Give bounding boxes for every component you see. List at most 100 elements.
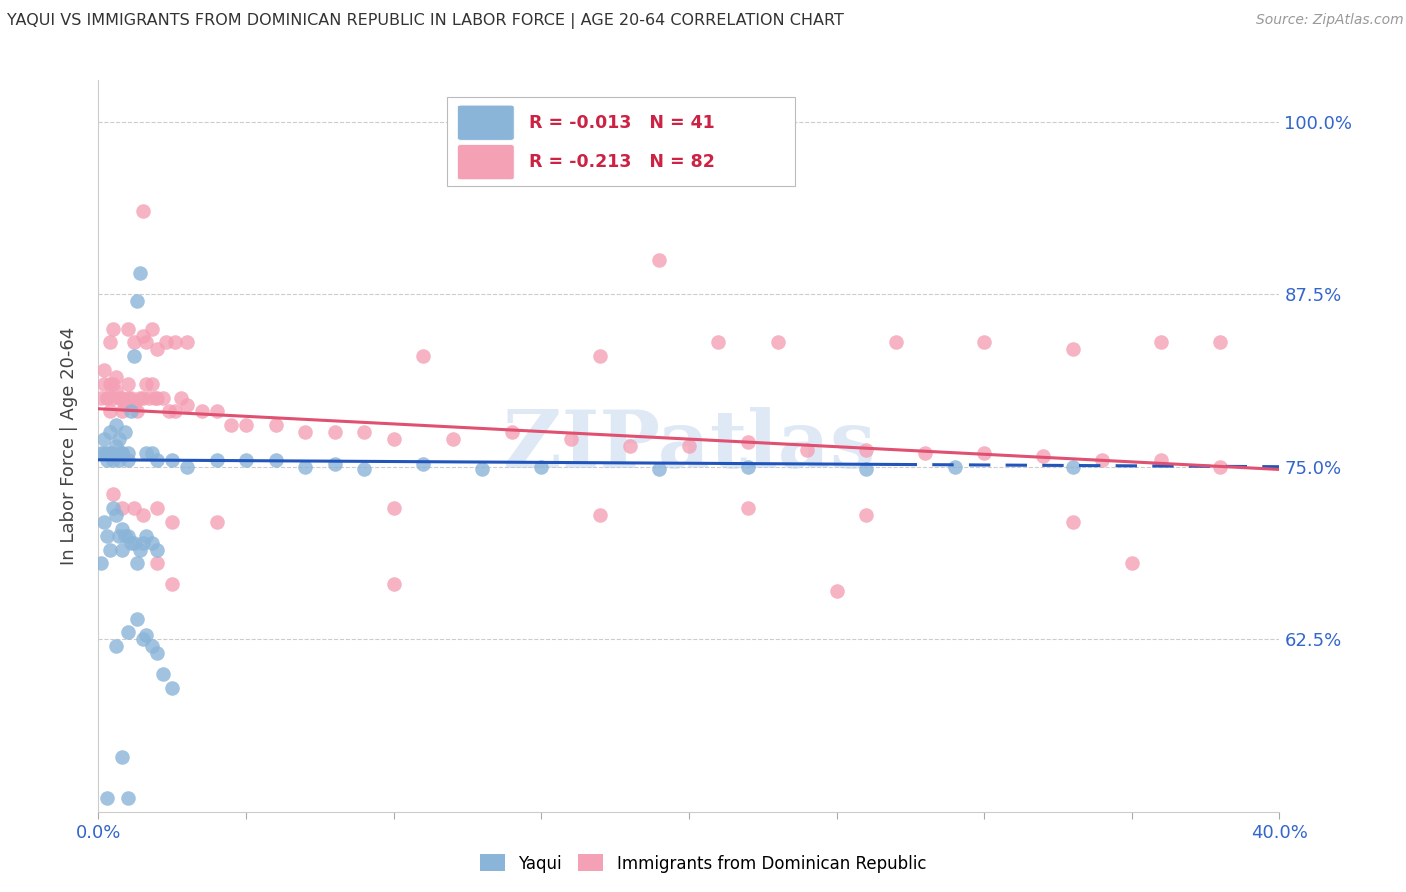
Point [176,335,198,350]
Point [93,376,115,391]
Point [117,376,139,391]
Point [1062,343,1084,357]
Point [141,376,163,391]
Point [90,446,112,460]
Point [205,515,228,529]
Point [98,335,121,350]
Point [323,457,346,471]
Point [98,446,121,460]
Point [382,577,405,591]
Point [382,432,405,446]
Point [648,252,671,267]
Point [96,391,118,405]
Point [98,542,121,557]
Point [125,294,148,309]
Point [103,321,125,335]
FancyBboxPatch shape [457,105,515,140]
Point [157,404,180,418]
Point [105,370,128,384]
Point [122,335,145,350]
Point [382,501,405,516]
Point [825,583,848,598]
Point [146,557,169,571]
Point [141,321,163,335]
Point [135,446,157,460]
Point [114,425,136,440]
Point [98,425,121,440]
Point [141,446,163,460]
Point [1209,335,1232,350]
Point [205,452,228,467]
Point [90,391,112,405]
Point [111,446,134,460]
Point [1150,452,1173,467]
Point [619,439,641,453]
Point [96,791,118,805]
Point [530,459,553,474]
Point [589,349,612,363]
Point [132,535,155,549]
Point [855,443,877,458]
Point [111,404,134,418]
Point [1032,449,1054,463]
Point [353,425,375,440]
Point [648,462,671,476]
Point [737,459,759,474]
Point [146,542,169,557]
Point [117,625,139,640]
Point [294,425,316,440]
Point [353,462,375,476]
Text: YAQUI VS IMMIGRANTS FROM DOMINICAN REPUBLIC IN LABOR FORCE | AGE 20-64 CORRELATI: YAQUI VS IMMIGRANTS FROM DOMINICAN REPUB… [7,13,844,29]
Point [111,446,134,460]
Point [103,391,125,405]
Point [114,398,136,412]
Point [111,522,134,536]
Point [1062,515,1084,529]
Point [108,452,131,467]
Point [128,267,150,281]
Point [162,681,183,695]
Point [146,343,169,357]
Point [914,446,936,460]
Point [122,398,145,412]
Point [122,349,145,363]
Point [796,443,818,458]
Y-axis label: In Labor Force | Age 20-64: In Labor Force | Age 20-64 [59,326,77,566]
Point [120,404,142,418]
Point [96,452,118,467]
Point [146,452,169,467]
Point [1121,557,1143,571]
Point [678,439,700,453]
Point [138,391,160,405]
Point [128,542,150,557]
Text: R = -0.213   N = 82: R = -0.213 N = 82 [530,153,716,171]
Point [90,557,112,571]
Point [152,391,174,405]
Point [125,404,148,418]
Point [219,418,242,433]
Point [264,418,287,433]
Point [103,376,125,391]
Text: ZIPatlas: ZIPatlas [503,407,875,485]
Point [560,432,582,446]
Point [855,462,877,476]
Point [125,557,148,571]
Point [205,404,228,418]
Point [146,501,169,516]
FancyBboxPatch shape [447,97,796,186]
Point [973,335,995,350]
Point [162,577,183,591]
Point [973,446,995,460]
Point [125,611,148,625]
Point [471,462,494,476]
Point [766,335,789,350]
Point [108,529,131,543]
Text: R = -0.013   N = 41: R = -0.013 N = 41 [530,113,716,132]
Point [191,404,214,418]
Point [132,328,155,343]
Point [737,434,759,449]
Point [1150,335,1173,350]
Point [98,376,121,391]
Point [128,391,150,405]
Text: Source: ZipAtlas.com: Source: ZipAtlas.com [1256,13,1403,28]
